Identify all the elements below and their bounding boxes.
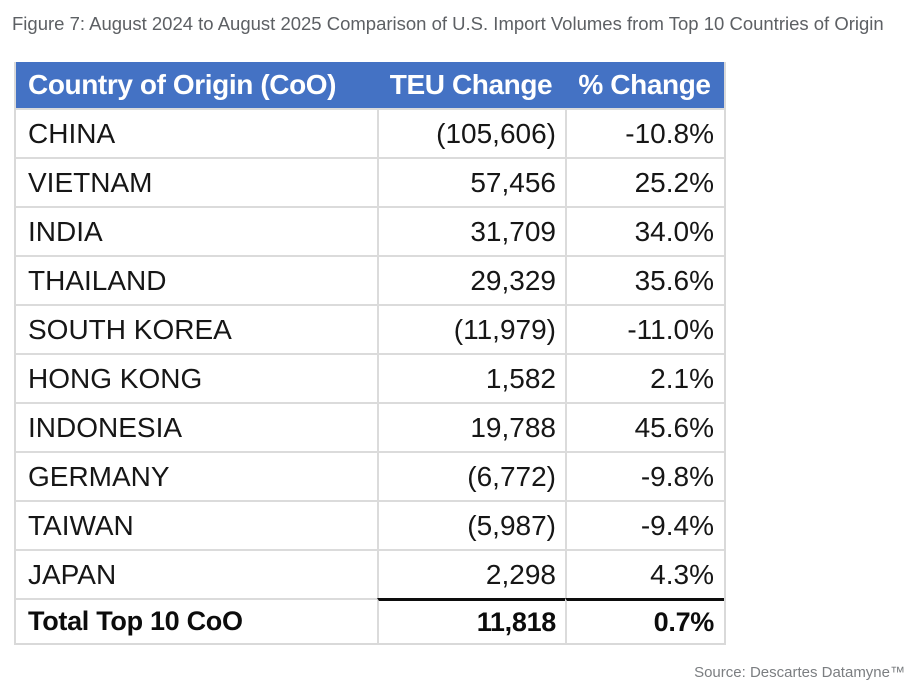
cell-country: CHINA [28,117,116,149]
table-header-row: Country of Origin (CoO) TEU Change % Cha… [16,62,724,108]
cell-teu-change: 29,329 [377,257,565,304]
header-pct-change: % Change [578,69,711,100]
table-row-vietnam: VIETNAM 57,456 25.2% [16,157,724,206]
cell-pct-change: 35.6% [565,257,724,304]
import-volume-table: Country of Origin (CoO) TEU Change % Cha… [14,62,726,645]
table-row-thailand: THAILAND 29,329 35.6% [16,255,724,304]
cell-teu-change: (5,987) [377,502,565,549]
cell-country: INDIA [28,215,103,247]
cell-teu-change: (105,606) [377,110,565,157]
table-row-taiwan: TAIWAN (5,987) -9.4% [16,500,724,549]
table-row-germany: GERMANY (6,772) -9.8% [16,451,724,500]
table-row-china: CHINA (105,606) -10.8% [16,108,724,157]
header-country-of-origin: Country of Origin (CoO) [28,69,337,100]
table-row-india: INDIA 31,709 34.0% [16,206,724,255]
cell-country: HONG KONG [28,362,203,394]
cell-teu-change: 2,298 [377,551,565,598]
cell-country: GERMANY [28,460,170,492]
table-total-row: Total Top 10 CoO 11,818 0.7% [16,598,724,643]
cell-teu-change: 31,709 [377,208,565,255]
cell-country: JAPAN [28,558,117,590]
cell-pct-change: 2.1% [565,355,724,402]
cell-country: VIETNAM [28,166,153,198]
cell-country: THAILAND [28,264,167,296]
cell-pct-change: -9.4% [565,502,724,549]
cell-country: SOUTH KOREA [28,313,232,345]
cell-pct-change: 4.3% [565,551,724,598]
cell-pct-change: -11.0% [565,306,724,353]
table-row-indonesia: INDONESIA 19,788 45.6% [16,402,724,451]
cell-pct-change: -10.8% [565,110,724,157]
cell-pct-change: 34.0% [565,208,724,255]
total-pct-change: 0.7% [565,598,724,643]
total-label: Total Top 10 CoO [16,598,377,643]
cell-teu-change: 57,456 [377,159,565,206]
cell-pct-change: 45.6% [565,404,724,451]
table-row-japan: JAPAN 2,298 4.3% [16,549,724,598]
cell-pct-change: 25.2% [565,159,724,206]
cell-pct-change: -9.8% [565,453,724,500]
table-row-hong-kong: HONG KONG 1,582 2.1% [16,353,724,402]
cell-teu-change: (11,979) [377,306,565,353]
total-teu-change: 11,818 [377,598,565,643]
cell-teu-change: (6,772) [377,453,565,500]
cell-teu-change: 19,788 [377,404,565,451]
cell-country: INDONESIA [28,411,183,443]
source-credit: Source: Descartes Datamyne™ [694,664,905,681]
cell-teu-change: 1,582 [377,355,565,402]
figure-title: Figure 7: August 2024 to August 2025 Com… [12,13,884,34]
table-row-south-korea: SOUTH KOREA (11,979) -11.0% [16,304,724,353]
cell-country: TAIWAN [28,509,134,541]
header-teu-change: TEU Change [389,69,553,100]
